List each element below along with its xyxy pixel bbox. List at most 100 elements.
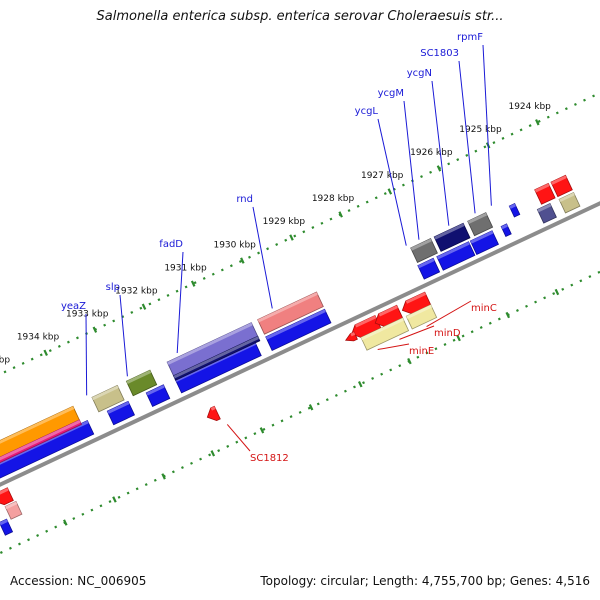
gene-label-fadD[interactable]: fadD — [159, 239, 183, 250]
gene-label-SC1803-leader — [458, 60, 476, 214]
cds-edge-highlight — [537, 203, 552, 213]
ring-dot — [525, 304, 528, 308]
ring-dot — [235, 440, 239, 444]
genome-backbone — [0, 201, 600, 487]
ring-dot — [401, 183, 405, 187]
gene-label-minD[interactable]: minD — [434, 328, 461, 339]
gene-label-fadD-leader — [176, 251, 184, 354]
ring-dot — [211, 272, 215, 276]
major-tick — [505, 311, 511, 319]
major-tick — [554, 288, 560, 296]
ring-dot — [266, 247, 270, 251]
major-tick — [43, 349, 48, 356]
ring-dot — [112, 319, 116, 323]
ring-dot — [298, 410, 302, 414]
gene-label-ycgM[interactable]: ycgM — [378, 88, 404, 99]
ring-dot — [72, 517, 76, 520]
tick-label: 1934 kbp — [17, 332, 60, 342]
cds-forward-highlight — [265, 309, 326, 340]
major-tick — [141, 303, 147, 310]
cds-forward-small-highlight — [509, 203, 516, 209]
ring-dot — [27, 538, 30, 542]
ring-dot — [447, 162, 451, 166]
gene-rnd-feature-highlight — [167, 322, 253, 365]
ring-dot — [103, 323, 107, 327]
ring-dot — [275, 243, 279, 246]
ring-dot — [389, 368, 393, 372]
ring-dot — [171, 470, 175, 474]
ring-dot — [284, 238, 288, 242]
major-tick — [338, 211, 343, 218]
ring-dot — [320, 221, 324, 225]
tick-label: 1926 kbp — [410, 148, 453, 158]
ring-dot — [329, 217, 333, 221]
major-tick — [240, 257, 245, 264]
ring-dot — [280, 419, 284, 423]
ring-dot — [126, 491, 130, 495]
gene-label-ycgN-leader — [431, 80, 450, 226]
ring-dot — [434, 347, 438, 351]
gene-label-ycgL-leader — [377, 118, 407, 246]
gene-label-rpmF[interactable]: rpmF — [457, 32, 483, 43]
gene-label-minC[interactable]: minC — [471, 303, 497, 314]
ring-dot — [229, 264, 233, 268]
ring-dot — [416, 355, 420, 359]
cds-reverse-edge-highlight — [0, 519, 8, 526]
major-tick — [63, 519, 68, 526]
ring-dot — [474, 149, 478, 153]
gene-label-yeaZ[interactable]: yeaZ — [61, 301, 86, 312]
gene-label-ycgN[interactable]: ycgN — [407, 68, 432, 79]
gene-label-ycgL[interactable]: ycgL — [355, 106, 379, 117]
ring-dot — [244, 436, 248, 440]
ring-dot — [76, 336, 79, 340]
cds-edge-highlight — [559, 192, 575, 203]
gene-label-SC1812[interactable]: SC1812 — [250, 453, 289, 464]
cds-reverse-SC1812[interactable] — [206, 405, 221, 422]
ring-dot — [117, 495, 121, 499]
major-tick — [387, 188, 393, 195]
major-tick — [92, 326, 98, 333]
gene-label-rnd[interactable]: rnd — [236, 194, 253, 205]
ring-dot — [543, 296, 547, 300]
gene-minD-feature-highlight — [361, 317, 404, 341]
gene-label-minC-leader — [426, 300, 472, 328]
gene-rnd-stripe-highlight — [173, 336, 259, 379]
gene-label-SC1803[interactable]: SC1803 — [420, 48, 459, 59]
ring-dot — [592, 94, 596, 98]
cds-forward[interactable] — [106, 400, 136, 426]
ring-dot — [48, 349, 52, 353]
major-tick — [308, 404, 314, 411]
tick-label: 1931 kbp — [164, 263, 207, 273]
ring-dot — [537, 119, 541, 123]
cds-forward-highlight — [470, 230, 494, 244]
ring-dot — [157, 298, 161, 302]
ring-dot — [36, 534, 40, 537]
ring-dot — [3, 370, 7, 374]
ring-dot — [217, 449, 221, 453]
ring-dot — [561, 287, 565, 291]
ring-dot — [135, 487, 139, 491]
ring-dot — [130, 310, 134, 314]
major-tick — [358, 381, 363, 388]
ring-dot — [343, 389, 347, 393]
ring-dot — [190, 461, 193, 465]
gene-label-slp[interactable]: slp — [106, 282, 120, 293]
ring-dot — [497, 317, 501, 321]
gene-minD-feature[interactable] — [360, 317, 410, 351]
ring-dot — [108, 500, 112, 504]
cds-forward-highlight — [107, 401, 130, 414]
gene-yeaZ-feature-highlight — [0, 406, 75, 444]
gene-ycgL-feature-highlight — [257, 292, 318, 323]
ring-dot — [180, 466, 184, 470]
cds-reverse-minE-highlight — [355, 315, 377, 328]
ring-dot — [546, 115, 550, 119]
gene-label-minE[interactable]: minE — [409, 346, 434, 357]
ring-dot — [488, 321, 492, 325]
map-title: Salmonella enterica subsp. enterica sero… — [96, 9, 504, 24]
ring-dot — [54, 525, 58, 529]
ring-dot — [39, 353, 43, 357]
ring-dot — [0, 551, 3, 554]
topology-summary: Topology: circular; Length: 4,755,700 bp… — [260, 574, 590, 588]
ring-dot — [302, 230, 306, 234]
